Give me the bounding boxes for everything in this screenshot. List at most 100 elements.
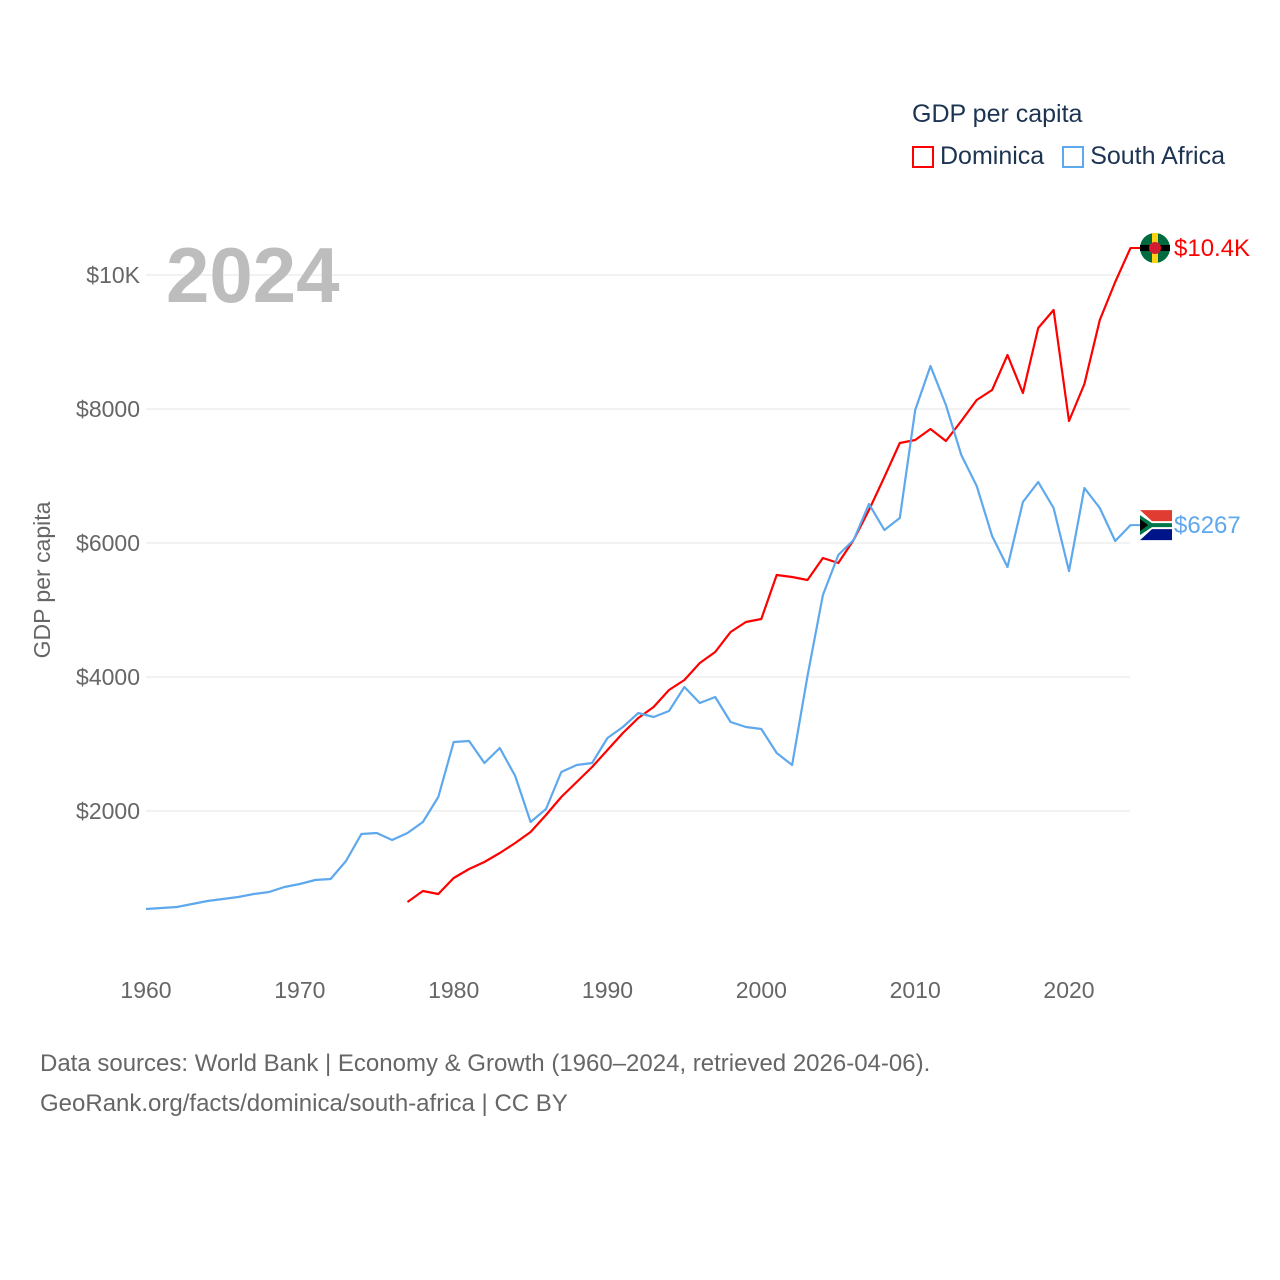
data-point-dominica bbox=[606, 748, 610, 752]
data-point-south-africa bbox=[929, 364, 933, 368]
data-point-south-africa bbox=[698, 701, 702, 705]
data-point-south-africa bbox=[898, 516, 902, 520]
data-point-dominica bbox=[805, 578, 809, 582]
legend-label-south-africa: South Africa bbox=[1090, 142, 1226, 170]
data-point-south-africa bbox=[805, 674, 809, 678]
data-point-south-africa bbox=[821, 593, 825, 597]
data-point-dominica bbox=[1098, 318, 1102, 322]
data-point-south-africa bbox=[882, 528, 886, 532]
data-point-dominica bbox=[498, 851, 502, 855]
data-point-dominica bbox=[1082, 382, 1086, 386]
data-point-dominica bbox=[959, 419, 963, 423]
y-tick-label: $2000 bbox=[76, 798, 140, 824]
data-point-dominica bbox=[513, 841, 517, 845]
data-point-south-africa bbox=[682, 685, 686, 689]
data-point-south-africa bbox=[944, 403, 948, 407]
data-point-south-africa bbox=[652, 715, 656, 719]
data-point-south-africa bbox=[1036, 480, 1040, 484]
data-point-south-africa bbox=[744, 725, 748, 729]
data-point-dominica bbox=[436, 892, 440, 896]
data-point-south-africa bbox=[1005, 565, 1009, 569]
data-point-south-africa bbox=[482, 761, 486, 765]
x-tick-label: 2010 bbox=[890, 977, 941, 1003]
data-point-south-africa bbox=[852, 538, 856, 542]
data-point-south-africa bbox=[867, 502, 871, 506]
data-point-dominica bbox=[729, 630, 733, 634]
data-point-dominica bbox=[975, 398, 979, 402]
data-point-dominica bbox=[1067, 419, 1071, 423]
y-tick-label: $4000 bbox=[76, 664, 140, 690]
data-point-south-africa bbox=[836, 553, 840, 557]
data-point-dominica bbox=[1052, 308, 1056, 312]
data-point-south-africa bbox=[159, 906, 163, 910]
data-point-south-africa bbox=[313, 878, 317, 882]
data-point-south-africa bbox=[406, 831, 410, 835]
data-point-south-africa bbox=[975, 484, 979, 488]
x-tick-label: 1990 bbox=[582, 977, 633, 1003]
data-point-south-africa bbox=[375, 831, 379, 835]
legend-item-dominica[interactable]: Dominica bbox=[912, 142, 1044, 171]
end-value-label-dominica: $10.4K bbox=[1174, 235, 1250, 262]
x-tick-label: 2000 bbox=[736, 977, 787, 1003]
data-point-south-africa bbox=[913, 408, 917, 412]
x-tick-label: 1960 bbox=[120, 977, 171, 1003]
data-point-dominica bbox=[713, 650, 717, 654]
data-point-dominica bbox=[929, 427, 933, 431]
data-point-south-africa bbox=[590, 761, 594, 765]
data-point-south-africa bbox=[1067, 569, 1071, 573]
data-point-dominica bbox=[1036, 326, 1040, 330]
data-point-dominica bbox=[559, 795, 563, 799]
data-point-south-africa bbox=[544, 807, 548, 811]
data-point-south-africa bbox=[436, 795, 440, 799]
data-point-south-africa bbox=[498, 746, 502, 750]
data-point-south-africa bbox=[359, 832, 363, 836]
data-point-dominica bbox=[882, 475, 886, 479]
data-point-dominica bbox=[775, 573, 779, 577]
data-point-dominica bbox=[990, 388, 994, 392]
data-point-south-africa bbox=[575, 763, 579, 767]
data-point-south-africa bbox=[344, 859, 348, 863]
data-point-south-africa bbox=[236, 895, 240, 899]
data-point-south-africa bbox=[636, 711, 640, 715]
attribution-link[interactable]: GeoRank.org/facts/dominica/south-africa … bbox=[40, 1090, 568, 1117]
data-point-south-africa bbox=[282, 885, 286, 889]
current-year-label: 2024 bbox=[166, 231, 340, 319]
data-point-dominica bbox=[636, 716, 640, 720]
data-point-south-africa bbox=[990, 534, 994, 538]
data-source-text: Data sources: World Bank | Economy & Gro… bbox=[40, 1050, 931, 1077]
end-value-label-south-africa: $6267 bbox=[1174, 512, 1241, 539]
data-point-dominica bbox=[744, 620, 748, 624]
flag-black bbox=[1140, 519, 1148, 532]
data-point-dominica bbox=[652, 705, 656, 709]
data-point-south-africa bbox=[175, 905, 179, 909]
data-point-south-africa bbox=[221, 897, 225, 901]
data-point-south-africa bbox=[513, 774, 517, 778]
data-point-south-africa bbox=[206, 899, 210, 903]
data-point-dominica bbox=[898, 441, 902, 445]
data-point-south-africa bbox=[329, 877, 333, 881]
series-line-dominica bbox=[406, 247, 1132, 903]
data-point-dominica bbox=[944, 439, 948, 443]
data-point-dominica bbox=[482, 860, 486, 864]
legend-title: GDP per capita bbox=[912, 100, 1083, 128]
data-point-south-africa bbox=[252, 892, 256, 896]
data-point-dominica bbox=[698, 661, 702, 665]
data-point-dominica bbox=[575, 780, 579, 784]
x-tick-label: 1980 bbox=[428, 977, 479, 1003]
flag-blue bbox=[1140, 529, 1172, 541]
data-point-south-africa bbox=[606, 736, 610, 740]
data-point-south-africa bbox=[713, 695, 717, 699]
x-tick-label: 2020 bbox=[1043, 977, 1094, 1003]
data-point-dominica bbox=[667, 688, 671, 692]
y-tick-label: $8000 bbox=[76, 396, 140, 422]
data-point-south-africa bbox=[775, 751, 779, 755]
data-point-dominica bbox=[452, 876, 456, 880]
data-point-dominica bbox=[821, 556, 825, 560]
data-point-south-africa bbox=[452, 740, 456, 744]
legend-item-south-africa[interactable]: South Africa bbox=[1062, 142, 1225, 171]
data-point-dominica bbox=[621, 731, 625, 735]
data-point-south-africa bbox=[1082, 486, 1086, 490]
flag-disc bbox=[1149, 241, 1161, 254]
data-point-dominica bbox=[421, 889, 425, 893]
